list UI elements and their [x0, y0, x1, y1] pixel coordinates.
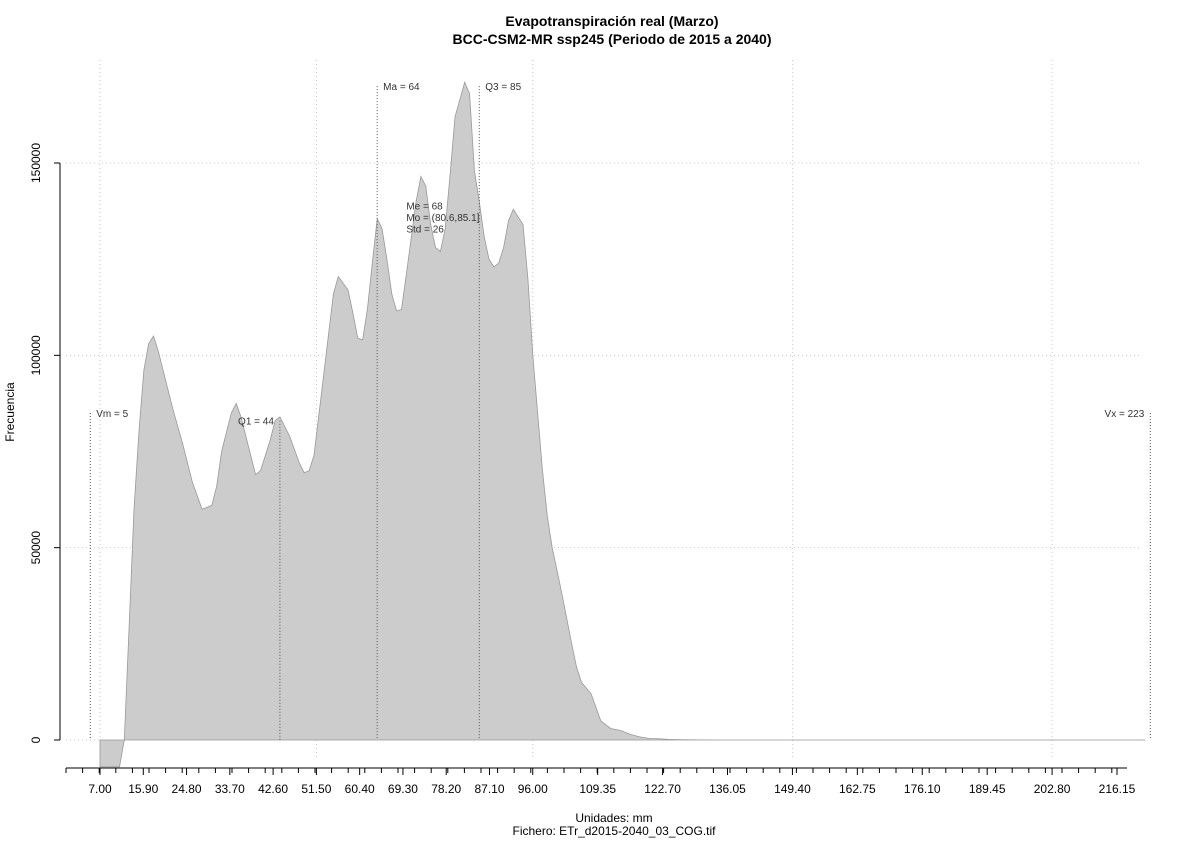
x-tick-label: 42.60	[258, 782, 288, 796]
x-tick-label: 69.30	[388, 782, 418, 796]
x-tick-label: 162.75	[839, 782, 876, 796]
x-tick-label: 136.05	[709, 782, 746, 796]
y-axis-label: Frecuencia	[3, 382, 17, 442]
x-tick-label: 87.10	[474, 782, 504, 796]
x-tick-label: 189.45	[969, 782, 1006, 796]
x-tick-label: 51.50	[301, 782, 331, 796]
annotation-label: Q3 = 85	[485, 82, 521, 93]
x-tick-label: 7.00	[88, 782, 112, 796]
annotation-label: Vx = 223	[1105, 409, 1145, 420]
x-tick-label: 149.40	[774, 782, 811, 796]
x-tick-label: 122.70	[644, 782, 681, 796]
annotation-label: Ma = 64	[383, 82, 420, 93]
y-tick-label: 100000	[29, 335, 43, 375]
x-tick-label: 60.40	[345, 782, 375, 796]
plot-area: Vm = 5 Q1 = 44 Ma = 64 Q3 = 85 Vx = 223 Me = …	[29, 60, 1151, 796]
x-tick-label: 109.35	[579, 782, 616, 796]
chart-title: Evapotranspiración real (Marzo)	[505, 13, 718, 29]
x-tick-label: 24.80	[172, 782, 202, 796]
x-tick-label: 216.15	[1099, 782, 1136, 796]
y-tick-label: 0	[29, 736, 43, 743]
chart-subtitle: BCC-CSM2-MR ssp245 (Periodo de 2015 a 20…	[453, 31, 772, 47]
x-tick-label: 15.90	[128, 782, 158, 796]
x-tick-label: 78.20	[431, 782, 461, 796]
stats-label: Me = 68	[406, 201, 443, 212]
x-tick-label: 96.00	[518, 782, 548, 796]
annotation-label: Q1 = 44	[238, 417, 274, 428]
stats-label: Std = 26	[406, 224, 444, 235]
stats-label: Mo = (80.6,85.1]	[406, 213, 479, 224]
y-tick-label: 150000	[29, 143, 43, 183]
x-tick-label: 33.70	[215, 782, 245, 796]
annotation-label: Vm = 5	[96, 409, 128, 420]
x-axis-label: Unidades: mm	[575, 811, 652, 825]
x-tick-label: 176.10	[904, 782, 941, 796]
file-footer: Fichero: ETr_d2015-2040_03_COG.tif	[513, 824, 717, 838]
x-tick-label: 202.80	[1034, 782, 1071, 796]
y-tick-label: 50000	[29, 531, 43, 565]
density-area	[99, 80, 1146, 768]
